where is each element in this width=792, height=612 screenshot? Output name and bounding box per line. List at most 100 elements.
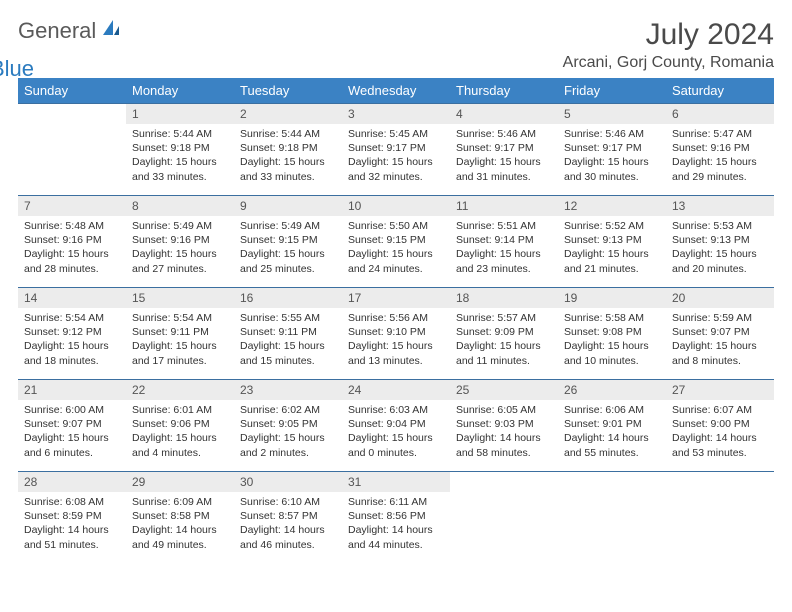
day-info-line: Sunrise: 5:55 AM xyxy=(240,311,336,325)
day-info-line: Daylight: 15 hours xyxy=(348,431,444,445)
day-info-line: Sunset: 8:56 PM xyxy=(348,509,444,523)
calendar-week-row: 14Sunrise: 5:54 AMSunset: 9:12 PMDayligh… xyxy=(18,288,774,380)
day-info-line: and 51 minutes. xyxy=(24,538,120,552)
logo-text-blue: Blue xyxy=(0,56,93,82)
day-info-line: and 58 minutes. xyxy=(456,446,552,460)
day-info-line: Sunrise: 5:53 AM xyxy=(672,219,768,233)
day-info-line: Daylight: 15 hours xyxy=(240,339,336,353)
day-info-line: Sunrise: 5:44 AM xyxy=(132,127,228,141)
day-info-line: and 55 minutes. xyxy=(564,446,660,460)
day-info-line: Sunset: 8:57 PM xyxy=(240,509,336,523)
day-info-line: and 32 minutes. xyxy=(348,170,444,184)
day-info-line: Sunset: 9:05 PM xyxy=(240,417,336,431)
day-content: Sunrise: 5:45 AMSunset: 9:17 PMDaylight:… xyxy=(342,124,450,188)
location-text: Arcani, Gorj County, Romania xyxy=(563,54,774,72)
day-info-line: and 53 minutes. xyxy=(672,446,768,460)
day-info-line: Daylight: 15 hours xyxy=(240,431,336,445)
calendar-day-cell: 7Sunrise: 5:48 AMSunset: 9:16 PMDaylight… xyxy=(18,196,126,288)
calendar-day-cell: 26Sunrise: 6:06 AMSunset: 9:01 PMDayligh… xyxy=(558,380,666,472)
day-info-line: Sunset: 9:12 PM xyxy=(24,325,120,339)
weekday-header: Wednesday xyxy=(342,78,450,104)
calendar-week-row: 21Sunrise: 6:00 AMSunset: 9:07 PMDayligh… xyxy=(18,380,774,472)
day-content: Sunrise: 6:11 AMSunset: 8:56 PMDaylight:… xyxy=(342,492,450,556)
calendar-day-cell: 24Sunrise: 6:03 AMSunset: 9:04 PMDayligh… xyxy=(342,380,450,472)
day-info-line: Daylight: 15 hours xyxy=(132,339,228,353)
day-content: Sunrise: 5:59 AMSunset: 9:07 PMDaylight:… xyxy=(666,308,774,372)
day-info-line: Sunset: 9:18 PM xyxy=(240,141,336,155)
day-info-line: Sunrise: 5:54 AM xyxy=(132,311,228,325)
calendar-day-cell: 15Sunrise: 5:54 AMSunset: 9:11 PMDayligh… xyxy=(126,288,234,380)
day-info-line: and 6 minutes. xyxy=(24,446,120,460)
day-info-line: Sunrise: 6:10 AM xyxy=(240,495,336,509)
day-content: Sunrise: 5:54 AMSunset: 9:11 PMDaylight:… xyxy=(126,308,234,372)
calendar-day-cell: 16Sunrise: 5:55 AMSunset: 9:11 PMDayligh… xyxy=(234,288,342,380)
weekday-header: Friday xyxy=(558,78,666,104)
day-info-line: and 4 minutes. xyxy=(132,446,228,460)
day-info-line: Sunrise: 6:05 AM xyxy=(456,403,552,417)
calendar-day-cell: 18Sunrise: 5:57 AMSunset: 9:09 PMDayligh… xyxy=(450,288,558,380)
weekday-header: Thursday xyxy=(450,78,558,104)
day-content: Sunrise: 6:07 AMSunset: 9:00 PMDaylight:… xyxy=(666,400,774,464)
day-number: 20 xyxy=(666,288,774,308)
day-number: 19 xyxy=(558,288,666,308)
day-content: Sunrise: 5:49 AMSunset: 9:15 PMDaylight:… xyxy=(234,216,342,280)
calendar-body: 1 Sunrise: 5:44 AM Sunset: 9:18 PM Daylight… xyxy=(18,104,774,564)
day-info-line: Daylight: 15 hours xyxy=(24,339,120,353)
day-info-line: Sunset: 9:15 PM xyxy=(348,233,444,247)
day-info-line: Daylight: 15 hours xyxy=(456,247,552,261)
day-info-line: Sunrise: 6:01 AM xyxy=(132,403,228,417)
day-info-line: and 21 minutes. xyxy=(564,262,660,276)
day-info-line: and 15 minutes. xyxy=(240,354,336,368)
day-number: 23 xyxy=(234,380,342,400)
calendar-day-cell: 20Sunrise: 5:59 AMSunset: 9:07 PMDayligh… xyxy=(666,288,774,380)
day-content: Sunrise: 5:51 AMSunset: 9:14 PMDaylight:… xyxy=(450,216,558,280)
day-info-line: Sunset: 8:58 PM xyxy=(132,509,228,523)
day-info-line: and 13 minutes. xyxy=(348,354,444,368)
day-info-line: Daylight: 15 hours xyxy=(672,247,768,261)
day-info-line: Daylight: 14 hours xyxy=(240,523,336,537)
calendar-day-cell xyxy=(558,472,666,564)
day-number: 6 xyxy=(666,104,774,124)
calendar-day-cell: 29Sunrise: 6:09 AMSunset: 8:58 PMDayligh… xyxy=(126,472,234,564)
day-info-line: and 29 minutes. xyxy=(672,170,768,184)
day-content: Sunrise: 6:03 AMSunset: 9:04 PMDaylight:… xyxy=(342,400,450,464)
day-number: 9 xyxy=(234,196,342,216)
day-info-line: Daylight: 15 hours xyxy=(348,339,444,353)
day-info-line: and 30 minutes. xyxy=(564,170,660,184)
sail-icon xyxy=(101,18,121,43)
day-content: Sunrise: 6:10 AMSunset: 8:57 PMDaylight:… xyxy=(234,492,342,556)
day-number: 29 xyxy=(126,472,234,492)
day-info-line: Daylight: 15 hours xyxy=(672,155,768,169)
day-info-line: Daylight: 15 hours xyxy=(564,247,660,261)
day-info-line: Sunrise: 5:49 AM xyxy=(240,219,336,233)
day-info-line: and 25 minutes. xyxy=(240,262,336,276)
day-info-line: Sunrise: 5:54 AM xyxy=(24,311,120,325)
calendar-day-cell: 17Sunrise: 5:56 AMSunset: 9:10 PMDayligh… xyxy=(342,288,450,380)
day-info-line: and 18 minutes. xyxy=(24,354,120,368)
calendar-day-cell: 11Sunrise: 5:51 AMSunset: 9:14 PMDayligh… xyxy=(450,196,558,288)
day-info-line: Sunrise: 5:56 AM xyxy=(348,311,444,325)
day-number: 26 xyxy=(558,380,666,400)
day-info-line: Sunset: 9:08 PM xyxy=(564,325,660,339)
calendar-day-cell: 3Sunrise: 5:45 AMSunset: 9:17 PMDaylight… xyxy=(342,104,450,196)
day-info-line: Daylight: 15 hours xyxy=(456,339,552,353)
day-number: 10 xyxy=(342,196,450,216)
day-info-line: Sunrise: 6:06 AM xyxy=(564,403,660,417)
day-info-line: Sunset: 9:16 PM xyxy=(672,141,768,155)
calendar-day-cell: 4Sunrise: 5:46 AMSunset: 9:17 PMDaylight… xyxy=(450,104,558,196)
day-info-line: and 31 minutes. xyxy=(456,170,552,184)
day-content: Sunrise: 5:52 AMSunset: 9:13 PMDaylight:… xyxy=(558,216,666,280)
day-info-line: Daylight: 15 hours xyxy=(240,247,336,261)
day-number: 18 xyxy=(450,288,558,308)
logo: General Blue xyxy=(18,18,121,70)
day-number: 12 xyxy=(558,196,666,216)
day-number: 28 xyxy=(18,472,126,492)
day-info-line: Sunset: 9:07 PM xyxy=(672,325,768,339)
day-number: 15 xyxy=(126,288,234,308)
day-number: 1 xyxy=(126,104,234,124)
day-info-line: Sunrise: 6:00 AM xyxy=(24,403,120,417)
day-number: 16 xyxy=(234,288,342,308)
calendar-day-cell: 1Sunrise: 5:44 AMSunset: 9:18 PMDaylight… xyxy=(126,104,234,196)
day-info-line: Sunrise: 5:45 AM xyxy=(348,127,444,141)
day-info-line: and 8 minutes. xyxy=(672,354,768,368)
